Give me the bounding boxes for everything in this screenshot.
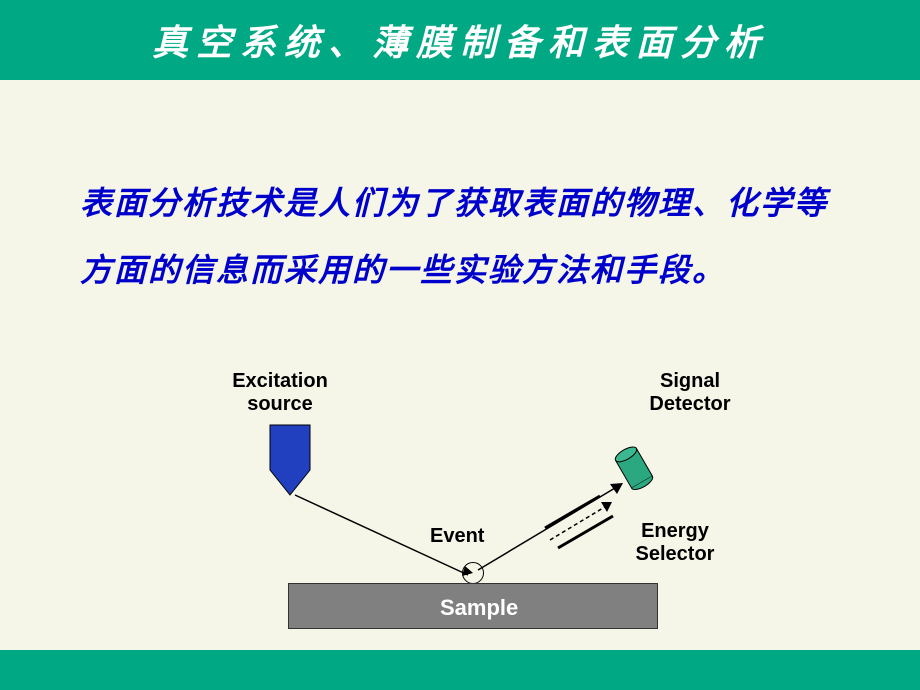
- main-paragraph: 表面分析技术是人们为了获取表面的物理、化学等方面的信息而采用的一些实验方法和手段…: [80, 170, 840, 304]
- slide-title: 真空系统、薄膜制备和表面分析: [152, 14, 768, 66]
- energy-selector-bottom: [558, 516, 613, 548]
- surface-analysis-diagram: Excitation source Signal Detector Event …: [180, 370, 780, 640]
- event-label: Event: [430, 525, 484, 548]
- sample-label: Sample: [440, 595, 518, 621]
- signal-detector-label: Signal Detector: [640, 370, 740, 416]
- detector-arrowhead: [610, 483, 623, 494]
- excitation-label: Excitation source: [225, 370, 335, 416]
- energy-selector-top: [545, 496, 600, 528]
- footer-bar: [0, 650, 920, 690]
- event-circle: [462, 562, 484, 584]
- content-area: 表面分析技术是人们为了获取表面的物理、化学等方面的信息而采用的一些实验方法和手段…: [0, 80, 920, 650]
- excitation-source-shape: [270, 425, 310, 495]
- title-bar: 真空系统、薄膜制备和表面分析: [0, 0, 920, 80]
- energy-selector-arrowhead: [601, 502, 612, 512]
- energy-selector-label: Energy Selector: [625, 520, 725, 566]
